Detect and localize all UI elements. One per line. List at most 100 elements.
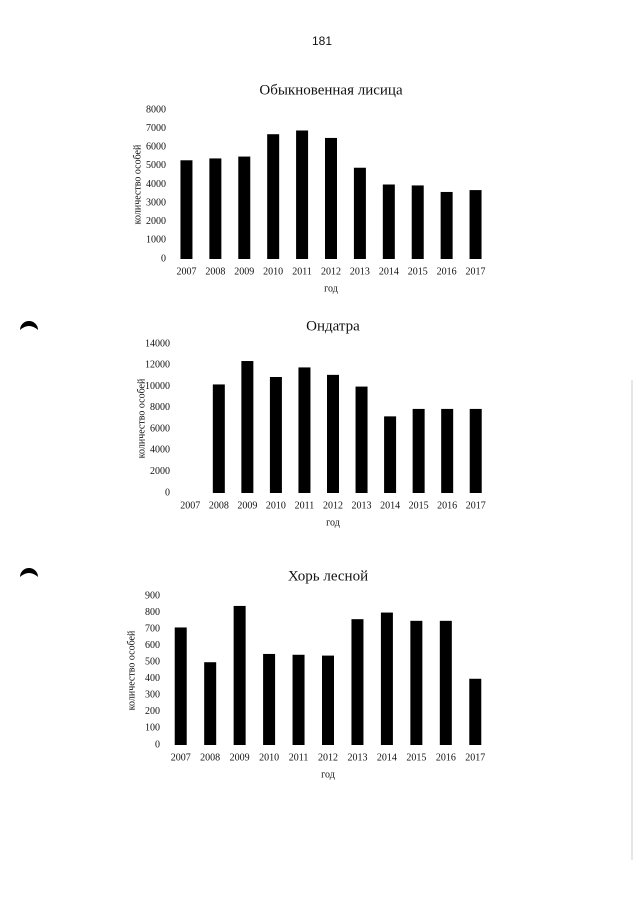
x-tick-label: 2008 [209,500,229,511]
bar [263,653,276,745]
bar [322,655,334,745]
bar [204,662,217,745]
bar [292,654,305,745]
y-tick-label: 2000 [150,466,170,477]
x-tick-label: 2012 [321,266,341,277]
x-axis-label: год [326,517,340,528]
chart-title: Обыкновенная лисица [259,82,403,98]
x-tick-label: 2012 [323,500,343,511]
x-tick-label: 2007 [176,266,196,277]
x-tick-label: 2009 [237,500,257,511]
bar [209,158,222,259]
y-tick-label: 0 [165,487,170,498]
y-tick-label: 8000 [146,104,166,115]
y-tick-label: 200 [145,706,160,717]
y-tick-label: 900 [145,590,160,601]
y-tick-label: 0 [155,739,160,750]
scan-mark [20,568,38,577]
x-tick-label: 2016 [437,266,457,277]
y-tick-label: 600 [145,640,160,651]
y-tick-label: 2000 [146,216,166,227]
bar [298,367,311,493]
x-tick-label: 2007 [180,500,200,511]
x-tick-label: 2017 [465,752,485,763]
y-tick-label: 5000 [146,160,166,171]
x-tick-label: 2015 [409,500,429,511]
x-tick-label: 2013 [347,752,367,763]
y-tick-label: 700 [145,623,160,634]
chart-title: Ондатра [306,318,360,334]
bar [241,361,254,493]
x-tick-label: 2010 [266,500,286,511]
bar [174,627,187,745]
x-tick-label: 2008 [205,266,225,277]
y-tick-label: 4000 [150,445,170,456]
bar [212,384,225,493]
x-tick-label: 2010 [263,266,283,277]
bar [410,620,423,745]
x-tick-label: 2011 [289,752,309,763]
x-tick-label: 2009 [234,266,254,277]
bar [412,408,425,493]
x-tick-label: 2011 [292,266,312,277]
x-tick-label: 2013 [350,266,370,277]
y-tick-label: 100 [145,723,160,734]
y-axis-label: количество особей [126,630,137,710]
x-tick-label: 2017 [466,500,486,511]
bar [355,386,368,493]
y-tick-label: 800 [145,607,160,618]
y-axis-label: количество особей [132,144,143,224]
y-tick-label: 12000 [145,360,170,371]
x-tick-label: 2008 [200,752,220,763]
y-tick-label: 6000 [150,423,170,434]
bar [351,619,364,745]
x-tick-label: 2011 [295,500,315,511]
y-tick-label: 500 [145,657,160,668]
bar [353,167,366,259]
y-tick-label: 1000 [146,235,166,246]
bar [380,612,393,745]
x-tick-label: 2007 [171,752,191,763]
bar [469,190,482,259]
bar [439,620,452,745]
bar [180,160,193,259]
y-tick-label: 7000 [146,123,166,134]
x-tick-label: 2015 [406,752,426,763]
x-tick-label: 2013 [352,500,372,511]
x-tick-label: 2017 [466,266,486,277]
bar [325,137,337,259]
y-tick-label: 8000 [150,402,170,413]
y-tick-label: 10000 [145,381,170,392]
x-tick-label: 2016 [437,500,457,511]
bar [327,374,339,493]
bar [296,130,309,259]
bar [238,156,251,259]
bar [384,416,397,493]
x-tick-label: 2014 [377,752,397,763]
page-number: 181 [312,34,332,48]
bar [440,191,453,259]
y-tick-label: 6000 [146,142,166,153]
x-tick-label: 2014 [379,266,399,277]
bar [269,376,282,493]
y-tick-label: 3000 [146,197,166,208]
y-tick-label: 4000 [146,179,166,190]
bar [441,408,454,493]
y-axis-label: количество особей [136,378,147,458]
bar [233,605,246,745]
x-tick-label: 2014 [380,500,400,511]
bar [469,678,482,745]
y-tick-label: 300 [145,690,160,701]
chart-title: Хорь лесной [288,568,368,584]
x-axis-label: год [324,283,338,294]
scan-mark [20,321,38,330]
bar [469,408,482,493]
y-tick-label: 0 [161,253,166,264]
bar [267,134,280,259]
x-axis-label: год [321,769,335,780]
x-tick-label: 2010 [259,752,279,763]
bar [411,185,424,259]
x-tick-label: 2009 [230,752,250,763]
